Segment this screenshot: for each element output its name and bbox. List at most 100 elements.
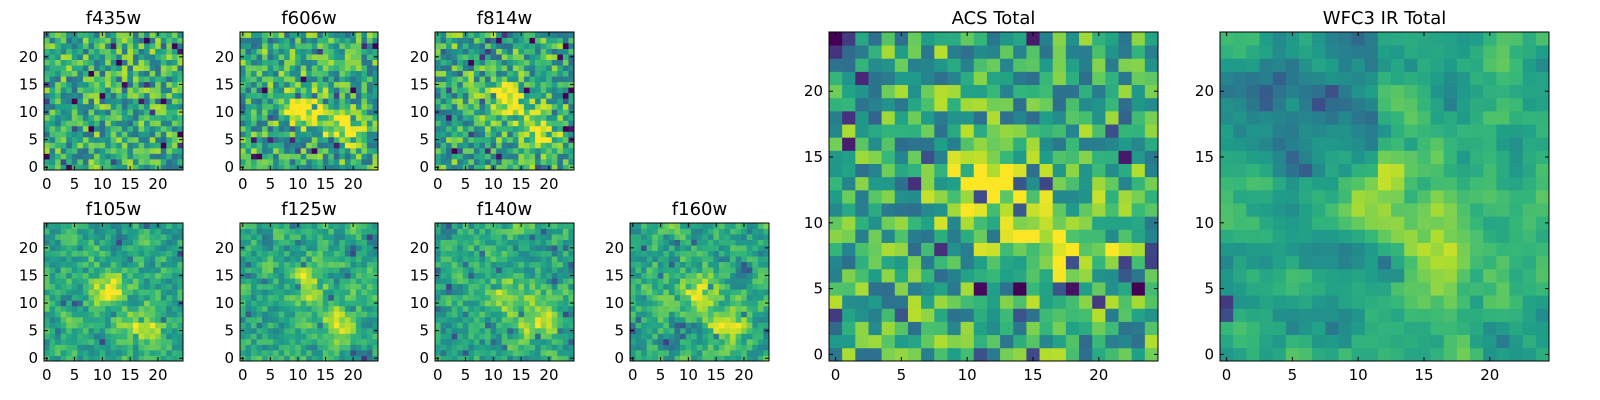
heatmap-cell [646,283,653,290]
heatmap-cell [724,333,731,340]
heatmap-cell [66,234,73,240]
heatmap-cell [88,344,95,351]
heatmap-cell [311,283,318,290]
heatmap-cell [635,322,642,329]
heatmap-cell [44,153,50,160]
heatmap-cell [501,92,508,99]
heatmap-cell [339,103,346,110]
heatmap-cell [127,98,134,105]
heatmap-cell [562,147,569,154]
heatmap-cell [99,311,106,318]
heatmap-cell [333,278,340,285]
heatmap-cell [116,54,123,60]
heatmap-cell [535,223,542,229]
heatmap-cell [278,289,285,296]
heatmap-cell [551,32,558,38]
heatmap-cell [144,316,151,323]
heatmap-cell [568,333,575,340]
heatmap-cell [284,272,291,279]
heatmap-cell [94,294,100,301]
heatmap-cell [160,349,167,356]
heatmap-cell [273,65,280,72]
heatmap-cell [138,311,145,318]
heatmap-cell [88,164,95,171]
heatmap-cell [680,234,686,240]
heatmap-cell [473,294,480,301]
heatmap-cell [60,81,67,88]
heatmap-cell [485,54,491,60]
heatmap-cell [44,234,50,240]
heatmap-cell [535,256,542,263]
heatmap-cell [757,338,764,345]
heatmap-cell [171,76,178,83]
heatmap-cell [149,223,156,229]
heatmap-cell [328,272,335,279]
heatmap-cell [166,103,173,110]
heatmap-cell [333,300,340,307]
heatmap-cell [490,250,497,257]
heatmap-cell [934,282,948,296]
heatmap-cell [523,333,530,340]
heatmap-cell [462,70,469,77]
heatmap-cell [973,295,988,309]
heatmap-cell [317,109,324,116]
heatmap-cell [66,349,73,356]
x-tick-label: 15 [121,366,140,384]
heatmap-cell [457,300,464,307]
heatmap-cell [350,327,357,334]
heatmap-cell [540,48,547,55]
heatmap-cell [523,294,530,301]
heatmap-cell [138,136,145,143]
heatmap-cell [674,327,681,334]
heatmap-cell [473,158,480,165]
heatmap-cell [311,48,318,55]
heatmap-cell [702,338,709,345]
heatmap-cell [121,256,128,263]
heatmap-cell [339,305,346,312]
heatmap-cell [333,311,340,318]
heatmap-cell [60,349,67,356]
heatmap-cell [652,316,659,323]
heatmap-cell [674,316,681,323]
heatmap-cell [160,81,167,88]
heatmap-cell [344,283,351,290]
heatmap-cell [551,120,558,127]
heatmap-cell [317,327,324,334]
heatmap-cell [284,223,291,229]
heatmap-cell [691,344,698,351]
heatmap-cell [462,278,469,285]
heatmap-cell [986,347,1001,362]
heatmap-cell [138,98,145,105]
heatmap-cell [691,250,698,257]
heatmap-cell [144,305,151,312]
heatmap-cell [361,76,368,83]
heatmap-cell [507,322,514,329]
heatmap-cell [295,43,302,49]
heatmap-cell [344,109,351,116]
heatmap-cell [746,311,753,318]
heatmap-cell [440,54,447,60]
heatmap-cell [311,153,318,160]
heatmap-cell [490,142,497,149]
heatmap-cell [652,272,659,279]
heatmap-cell [155,234,162,240]
heatmap-cell [49,338,56,345]
heatmap-cell [457,109,464,116]
heatmap-cell [88,43,95,49]
heatmap-cell [171,120,178,127]
heatmap-cell [523,136,530,143]
heatmap-cell [339,131,346,138]
heatmap-cell [71,153,78,160]
heatmap-cell [730,344,737,351]
heatmap-cell [366,147,373,154]
heatmap-cell [155,283,162,290]
heatmap-cell [311,305,318,312]
heatmap-cell [490,333,497,340]
heatmap-cell [99,59,106,66]
heatmap-cell [735,355,742,362]
heatmap-cell [473,54,480,60]
heatmap-cell [138,228,145,235]
heatmap-cell [350,70,357,77]
heatmap-cell [160,333,167,340]
heatmap-cell [551,349,558,356]
